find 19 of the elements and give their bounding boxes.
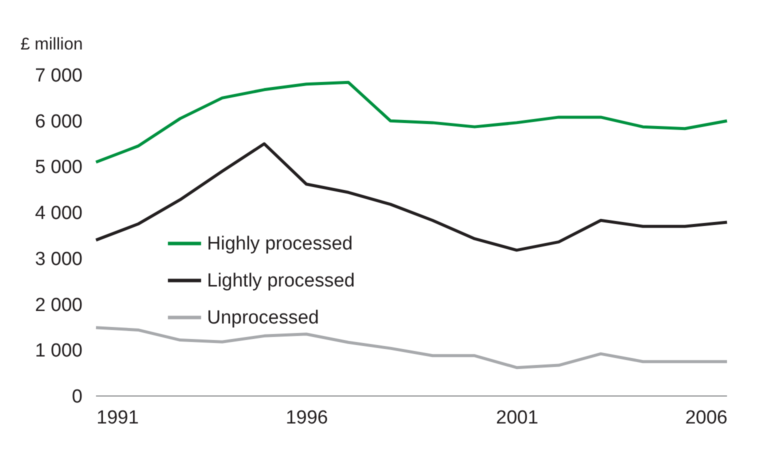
y-tick-label: 3 000	[34, 248, 82, 270]
y-tick-label: 2 000	[34, 294, 82, 316]
y-tick-label: 7 000	[34, 66, 82, 86]
legend-label: Unprocessed	[207, 308, 319, 328]
y-tick-label: 4 000	[34, 203, 82, 224]
y-tick-label: 6 000	[34, 111, 82, 132]
line-series	[94, 142, 728, 252]
line-series	[94, 326, 728, 370]
x-tick-label: 1991	[96, 408, 139, 428]
x-tick-label: 1996	[286, 408, 328, 428]
line-series	[94, 80, 728, 164]
y-tick-label: 1 000	[34, 340, 82, 362]
legend-label: Highly processed	[207, 234, 353, 254]
y-tick-label: 5 000	[34, 157, 82, 178]
x-tick-label: 2006	[685, 408, 728, 428]
y-axis-title: £ million	[20, 34, 83, 54]
y-tick-label: 0	[72, 386, 82, 408]
x-tick-label: 2001	[496, 408, 538, 428]
legend-label: Lightly processed	[207, 270, 355, 292]
